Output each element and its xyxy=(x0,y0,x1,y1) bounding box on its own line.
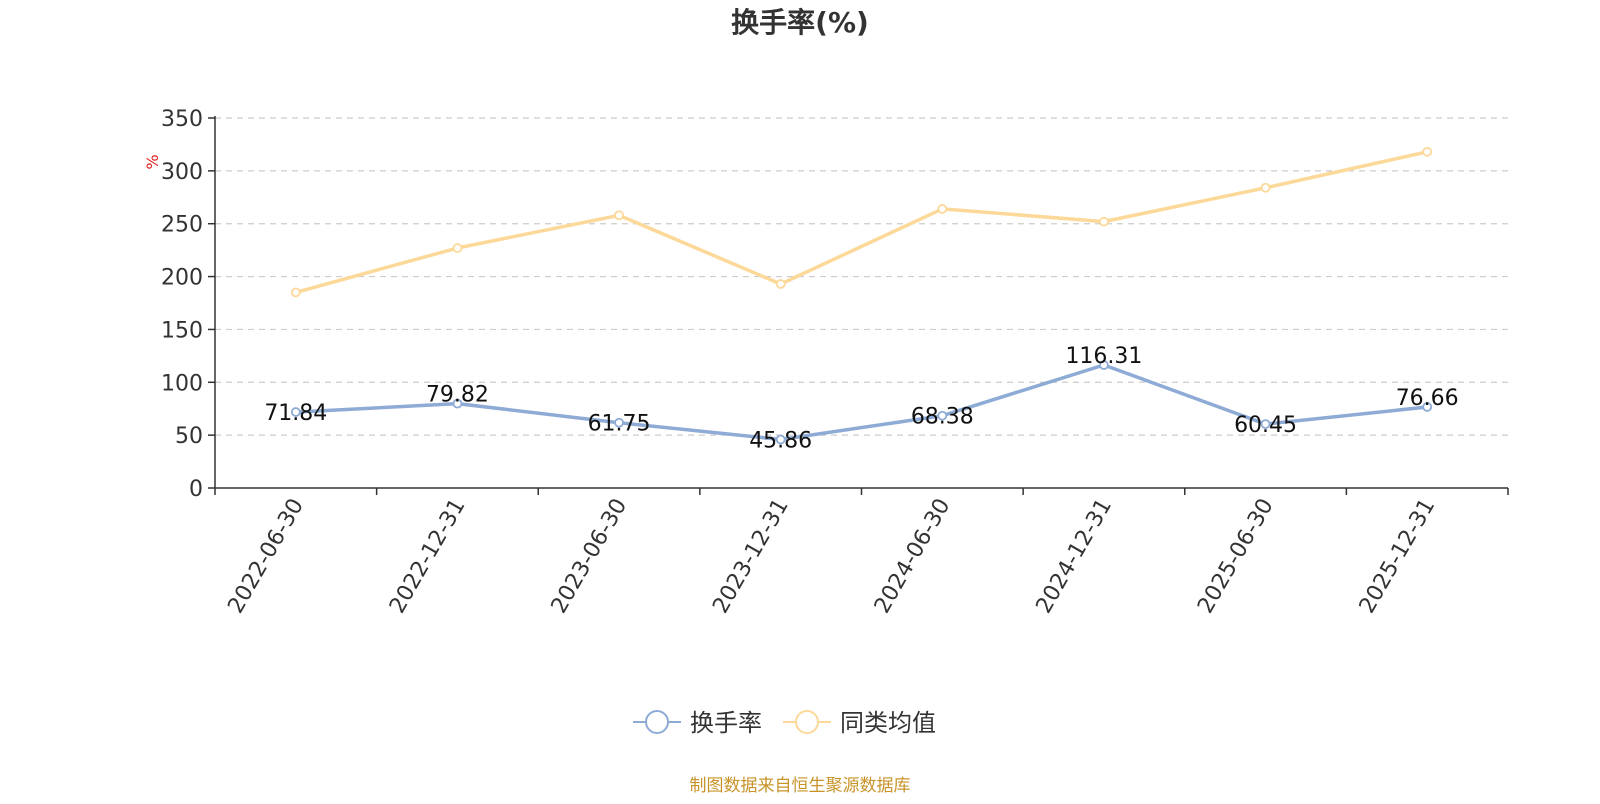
y-tick-label: 0 xyxy=(189,477,203,502)
chart-title: 换手率(%) xyxy=(731,6,869,39)
x-tick-label: 2025-12-31 xyxy=(1355,495,1441,618)
data-point[interactable] xyxy=(1260,182,1271,193)
y-tick-label: 150 xyxy=(161,318,203,343)
x-tick-label: 2024-12-31 xyxy=(1032,495,1118,618)
y-tick-label: 200 xyxy=(161,266,203,291)
y-tick-label: 50 xyxy=(175,424,203,449)
axes: 0 50 100 150 200 250 300 350 2022-06-30 2022-12-3… xyxy=(161,107,1509,618)
legend[interactable]: 换手率 同类均值 xyxy=(633,709,936,737)
data-label: 68.38 xyxy=(911,405,974,430)
series-line-peer-average xyxy=(295,150,1428,295)
x-tick-label: 2022-12-31 xyxy=(385,495,471,618)
y-tick-label: 300 xyxy=(161,160,203,185)
data-point[interactable] xyxy=(937,204,948,214)
data-point[interactable] xyxy=(452,398,463,409)
data-point[interactable] xyxy=(290,287,301,298)
legend-marker-icon xyxy=(645,710,669,734)
data-point[interactable] xyxy=(452,243,463,253)
data-point[interactable] xyxy=(1422,402,1433,412)
legend-item-turnover[interactable]: 换手率 xyxy=(633,709,762,737)
series-line-turnover xyxy=(295,363,1428,442)
data-labels: 71.84 79.82 61.75 45.86 68.38 116.31 60.45 76.6… xyxy=(264,344,1458,453)
data-label: 79.82 xyxy=(426,383,489,408)
data-point[interactable] xyxy=(775,434,786,445)
data-point[interactable] xyxy=(290,407,301,417)
x-tick-label: 2024-06-30 xyxy=(870,495,956,618)
data-point[interactable] xyxy=(775,279,786,289)
x-tick-label: 2023-12-31 xyxy=(708,495,794,618)
grid-lines xyxy=(215,117,1508,436)
series-lines xyxy=(290,146,1433,445)
y-tick-label: 100 xyxy=(161,371,203,396)
data-label: 71.84 xyxy=(264,401,327,426)
data-label: 60.45 xyxy=(1234,413,1297,438)
data-point[interactable] xyxy=(614,417,624,428)
data-point[interactable] xyxy=(1099,360,1109,370)
source-note: 制图数据来自恒生聚源数据库 xyxy=(690,776,911,796)
data-point[interactable] xyxy=(1422,146,1433,157)
data-label: 61.75 xyxy=(588,412,651,437)
data-label: 45.86 xyxy=(749,429,812,454)
y-tick-label: 250 xyxy=(161,213,203,238)
legend-label: 同类均值 xyxy=(840,709,936,737)
data-point[interactable] xyxy=(937,410,948,421)
legend-marker-icon xyxy=(795,710,819,734)
x-tick-label: 2025-06-30 xyxy=(1193,495,1279,618)
data-label: 76.66 xyxy=(1396,386,1459,411)
data-label: 116.31 xyxy=(1065,344,1142,369)
data-point[interactable] xyxy=(614,210,624,221)
data-point[interactable] xyxy=(1099,216,1109,227)
x-tick-label: 2023-06-30 xyxy=(547,495,633,618)
legend-item-peer-average[interactable]: 同类均值 xyxy=(783,709,936,737)
y-tick-label: 350 xyxy=(161,107,203,132)
data-point[interactable] xyxy=(1260,419,1271,429)
x-tick-label: 2022-06-30 xyxy=(223,495,309,618)
legend-label: 换手率 xyxy=(690,709,762,737)
y-axis-unit: % xyxy=(143,154,162,169)
